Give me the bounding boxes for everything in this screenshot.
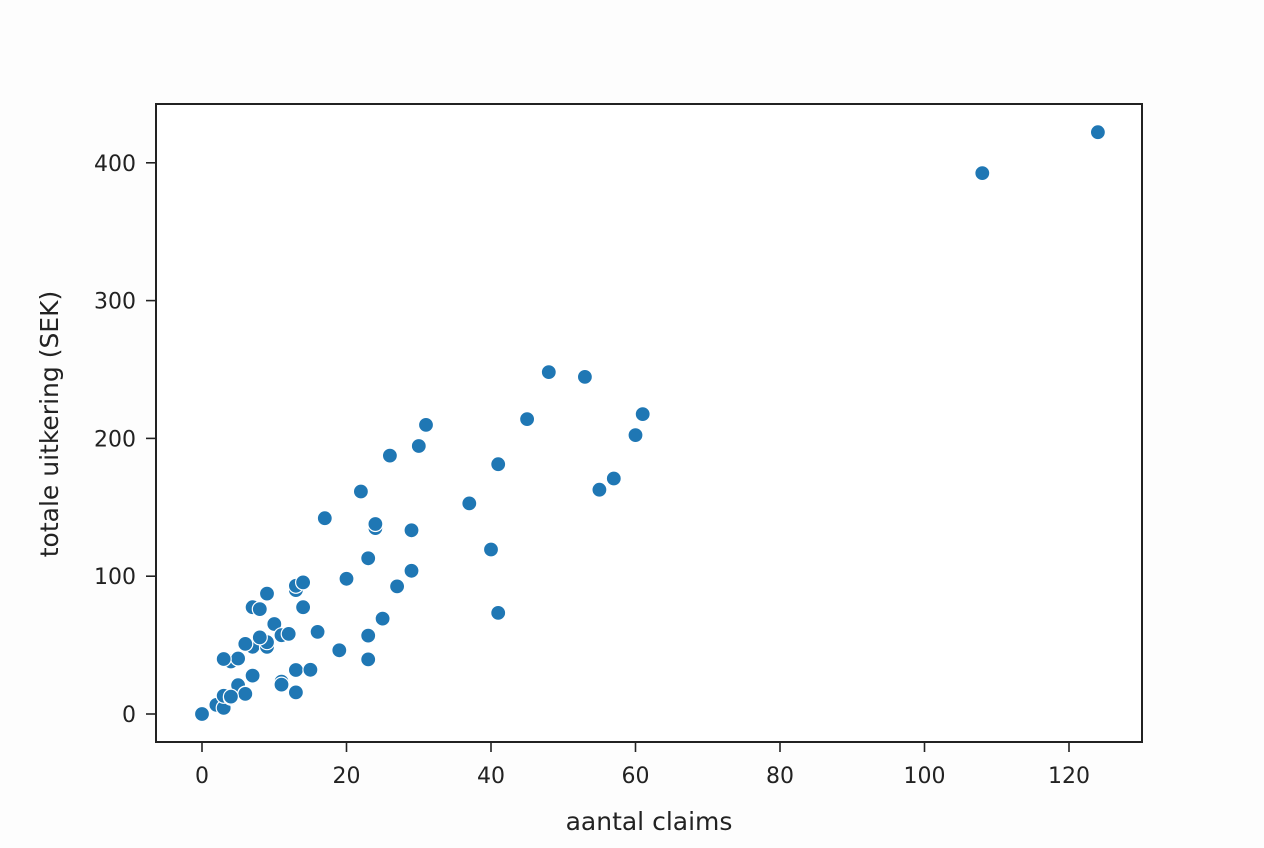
- data-point: [403, 522, 420, 539]
- data-point: [381, 447, 398, 464]
- data-point: [576, 368, 594, 385]
- data-point: [490, 456, 507, 473]
- data-point: [258, 585, 276, 602]
- data-point: [360, 550, 377, 567]
- x-tick-label: 60: [622, 764, 650, 789]
- data-point: [237, 635, 254, 653]
- data-point: [374, 610, 391, 627]
- data-point: [605, 470, 622, 487]
- data-point: [287, 661, 304, 679]
- data-point: [295, 599, 312, 616]
- data-point: [627, 427, 644, 444]
- data-point: [331, 642, 348, 659]
- y-tick-label: 400: [94, 152, 136, 177]
- data-point: [360, 651, 377, 668]
- y-tick-label: 200: [94, 427, 136, 452]
- y-axis-ticks: 0 100 200 300 400: [94, 152, 156, 728]
- data-point: [634, 406, 651, 423]
- data-point: [360, 627, 377, 644]
- data-point: [591, 481, 608, 498]
- data-point: [352, 483, 369, 500]
- y-tick-label: 300: [94, 290, 136, 315]
- data-point: [518, 411, 536, 428]
- data-point: [287, 684, 304, 701]
- y-axis-label: totale uitkering (SEK): [35, 291, 64, 558]
- data-points: [193, 124, 1107, 723]
- data-point: [410, 437, 427, 455]
- x-tick-label: 80: [766, 764, 794, 789]
- data-point: [417, 416, 435, 433]
- y-tick-label: 0: [122, 703, 136, 728]
- x-tick-label: 0: [195, 764, 209, 789]
- x-tick-label: 120: [1048, 764, 1090, 789]
- data-point: [244, 667, 261, 684]
- data-point: [309, 623, 326, 641]
- x-tick-label: 100: [904, 764, 946, 789]
- x-tick-label: 20: [333, 764, 361, 789]
- data-point: [295, 574, 312, 591]
- data-point: [273, 676, 290, 693]
- plot-frame: [155, 103, 1143, 743]
- data-point: [461, 495, 478, 512]
- data-point: [482, 541, 500, 558]
- x-axis-label: aantal claims: [566, 807, 733, 836]
- data-point: [974, 165, 991, 182]
- data-point: [280, 625, 297, 643]
- data-point: [302, 661, 319, 678]
- data-point: [389, 578, 406, 595]
- x-tick-label: 40: [477, 764, 505, 789]
- data-point: [237, 685, 254, 703]
- y-tick-label: 100: [94, 565, 136, 590]
- data-point: [251, 629, 268, 646]
- data-point: [230, 650, 247, 667]
- data-point: [193, 705, 211, 723]
- data-point: [338, 570, 355, 587]
- plot-area: [156, 104, 1142, 742]
- data-point: [222, 688, 239, 705]
- data-point: [251, 600, 268, 618]
- data-point: [367, 515, 384, 533]
- data-point: [1089, 124, 1107, 141]
- data-point: [403, 562, 420, 579]
- data-point: [490, 604, 507, 622]
- x-axis-ticks: 0 20 40 60 80 100 120: [195, 742, 1090, 789]
- data-point: [316, 510, 333, 527]
- data-point: [215, 650, 232, 668]
- data-point: [540, 364, 557, 381]
